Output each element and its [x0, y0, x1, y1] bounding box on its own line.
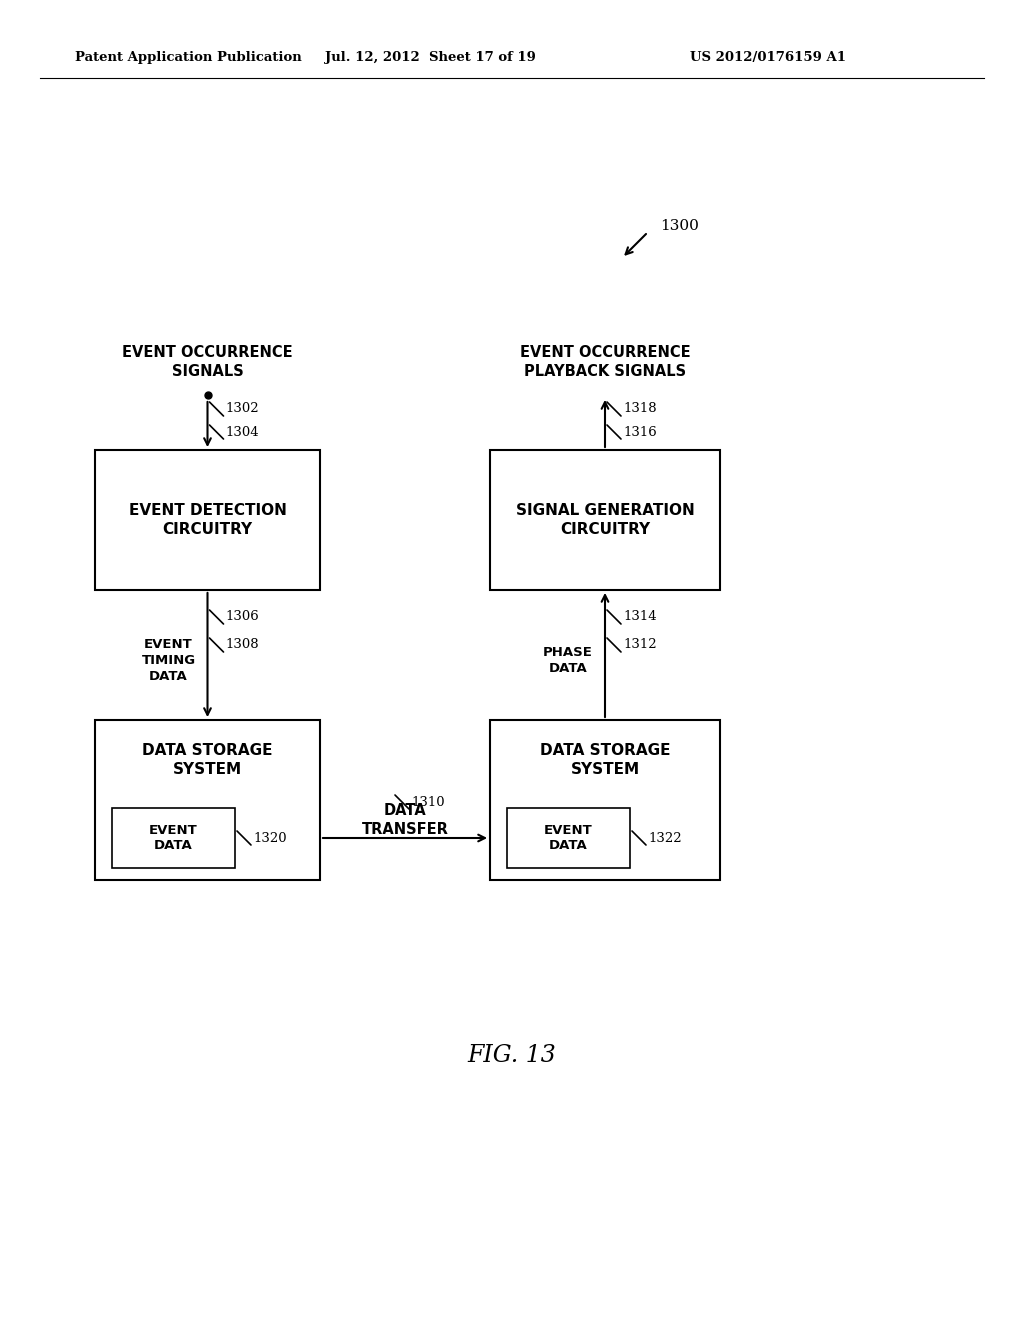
- Text: 1300: 1300: [660, 219, 698, 234]
- Text: EVENT OCCURRENCE
PLAYBACK SIGNALS: EVENT OCCURRENCE PLAYBACK SIGNALS: [520, 345, 690, 379]
- Text: 1312: 1312: [623, 639, 656, 652]
- Bar: [95, 719, 319, 880]
- Text: EVENT
DATA: EVENT DATA: [150, 824, 198, 851]
- Text: DATA
TRANSFER: DATA TRANSFER: [361, 803, 449, 837]
- Text: DATA STORAGE
SYSTEM: DATA STORAGE SYSTEM: [540, 743, 671, 777]
- Text: Patent Application Publication: Patent Application Publication: [75, 51, 302, 65]
- Text: EVENT OCCURRENCE
SIGNALS: EVENT OCCURRENCE SIGNALS: [122, 345, 293, 379]
- Text: 1308: 1308: [225, 639, 259, 652]
- Text: EVENT DETECTION
CIRCUITRY: EVENT DETECTION CIRCUITRY: [129, 503, 287, 537]
- Text: EVENT
TIMING
DATA: EVENT TIMING DATA: [141, 638, 196, 682]
- Text: 1304: 1304: [225, 425, 259, 438]
- Text: EVENT
DATA: EVENT DATA: [544, 824, 593, 851]
- Text: PHASE
DATA: PHASE DATA: [543, 645, 593, 675]
- Text: 1306: 1306: [225, 610, 259, 623]
- Bar: [490, 719, 720, 880]
- Text: 1316: 1316: [623, 425, 656, 438]
- Text: US 2012/0176159 A1: US 2012/0176159 A1: [690, 51, 846, 65]
- Text: 1302: 1302: [225, 403, 259, 416]
- Text: 1322: 1322: [648, 832, 682, 845]
- Text: DATA STORAGE
SYSTEM: DATA STORAGE SYSTEM: [142, 743, 272, 777]
- Bar: [507, 808, 630, 869]
- Bar: [112, 808, 234, 869]
- Bar: [95, 450, 319, 590]
- Text: 1318: 1318: [623, 403, 656, 416]
- Text: 1314: 1314: [623, 610, 656, 623]
- Bar: [490, 450, 720, 590]
- Text: 1320: 1320: [253, 832, 287, 845]
- Text: 1310: 1310: [411, 796, 444, 808]
- Text: SIGNAL GENERATION
CIRCUITRY: SIGNAL GENERATION CIRCUITRY: [516, 503, 694, 537]
- Text: FIG. 13: FIG. 13: [468, 1044, 556, 1067]
- Text: Jul. 12, 2012  Sheet 17 of 19: Jul. 12, 2012 Sheet 17 of 19: [325, 51, 536, 65]
